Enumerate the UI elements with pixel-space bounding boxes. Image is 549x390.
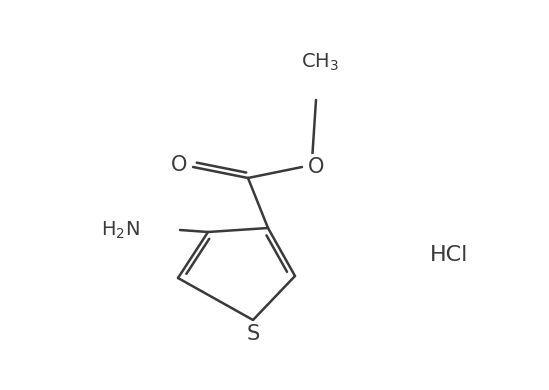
Text: S: S (247, 324, 260, 344)
Text: HCl: HCl (430, 245, 468, 265)
Text: H$_2$N: H$_2$N (101, 219, 140, 241)
Text: CH$_3$: CH$_3$ (301, 51, 339, 73)
Text: O: O (171, 155, 187, 175)
Text: O: O (308, 157, 324, 177)
